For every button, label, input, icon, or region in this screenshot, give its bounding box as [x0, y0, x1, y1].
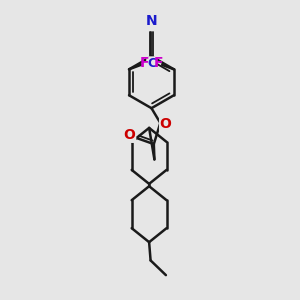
Text: F: F	[154, 56, 164, 70]
Text: O: O	[124, 128, 136, 142]
Text: O: O	[160, 117, 172, 131]
Text: N: N	[146, 14, 157, 28]
Text: C: C	[147, 57, 156, 70]
Text: F: F	[140, 56, 149, 70]
